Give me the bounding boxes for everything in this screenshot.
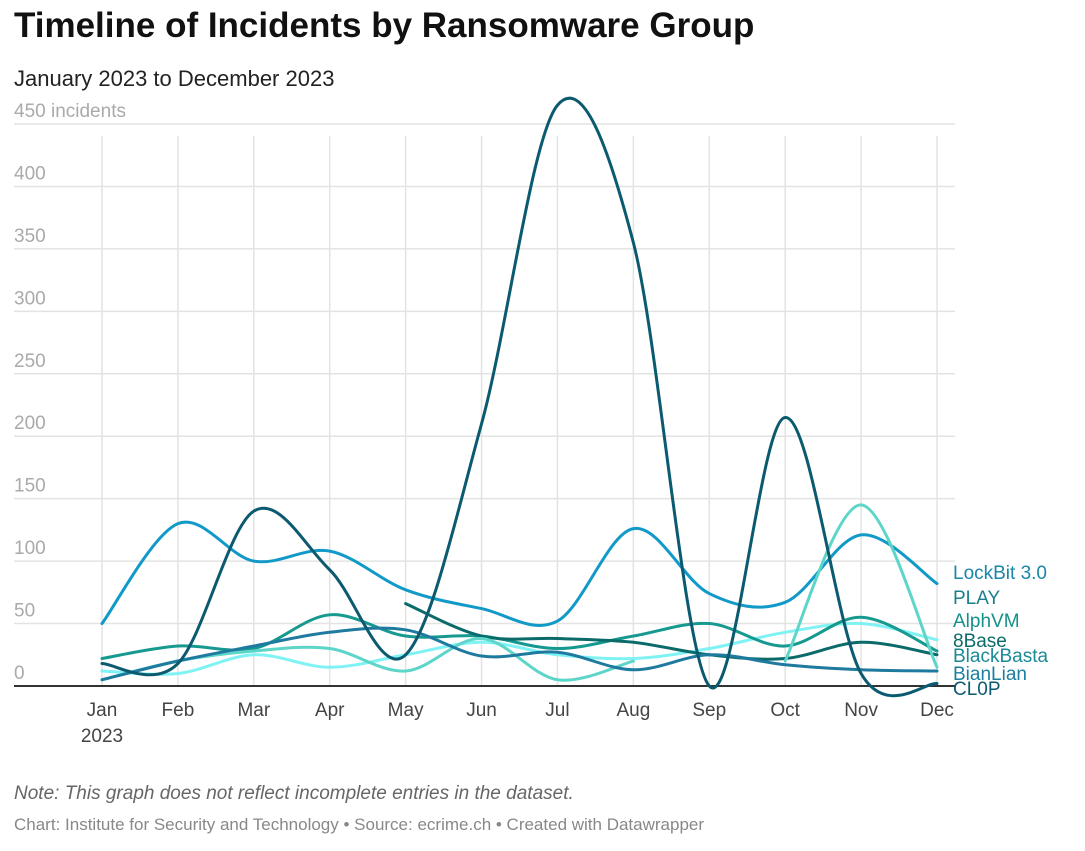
series-line-bianlian [100,626,939,682]
y-tick-label: 300 [14,288,46,309]
y-tick-label: 450 incidents [14,101,126,122]
series-label: AlphVM [953,611,1020,632]
series-line-alphvm [100,613,939,661]
x-tick-label: May [388,700,424,721]
x-tick-label: Dec [920,700,954,721]
y-tick-label: 150 [14,476,46,497]
x-tick-label: Apr [315,700,345,721]
x-tick-label: Nov [844,700,878,721]
chart-footer: Chart: Institute for Security and Techno… [14,815,705,834]
y-tick-label: 0 [14,663,25,684]
series-line-blackbasta [783,503,939,669]
series-label: LockBit 3.0 [953,563,1047,584]
series-line-play [100,621,939,676]
x-tick-label: Oct [770,700,800,721]
series-label: CL0P [953,679,1001,700]
chart-title: Timeline of Incidents by Ransomware Grou… [14,6,755,45]
x-tick-label: Aug [616,700,650,721]
chart-subtitle: January 2023 to December 2023 [14,66,335,91]
x-tick-label: Feb [162,700,195,721]
series-label: 8Base [953,631,1007,652]
x-tick-label: Mar [237,700,270,721]
y-tick-label: 100 [14,538,46,559]
x-year-label: 2023 [81,726,123,747]
series-label: PLAY [953,588,1001,609]
x-tick-label: Jun [466,700,497,721]
y-tick-label: 200 [14,413,46,434]
y-tick-label: 50 [14,601,35,622]
y-tick-label: 250 [14,351,46,372]
series-line-8base [404,602,939,661]
y-tick-label: 350 [14,226,46,247]
x-tick-label: Jul [545,700,569,721]
x-tick-label: Sep [692,700,726,721]
series-line-cl0p [100,96,939,698]
x-tick-label: Jan [87,700,118,721]
y-tick-label: 400 [14,163,46,184]
series-label: BianLian [953,664,1027,685]
chart-note: Note: This graph does not reflect incomp… [14,783,574,804]
series-label: BlackBasta [953,646,1048,667]
series-line-lockbit-3-0 [100,520,939,627]
